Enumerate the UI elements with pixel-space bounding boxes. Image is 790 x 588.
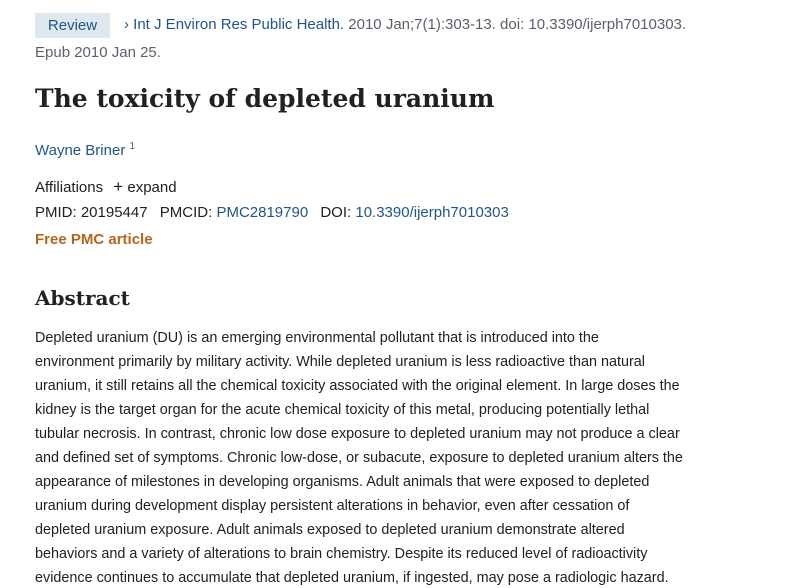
epub-date: Epub 2010 Jan 25. xyxy=(35,44,161,61)
plus-icon[interactable]: + xyxy=(113,177,124,196)
abstract-line: evidence continues to accumulate that de… xyxy=(35,570,669,586)
abstract-line: behaviors and a variety of alterations t… xyxy=(35,546,648,562)
identifiers: PMID: 20195447 PMCID: PMC2819790 DOI: 10… xyxy=(35,204,509,221)
doi-link[interactable]: 10.3390/ijerph7010303 xyxy=(355,204,509,221)
author: Wayne Briner 1 xyxy=(35,141,135,159)
journal-link[interactable]: Int J Environ Res Public Health. xyxy=(133,16,345,33)
author-link[interactable]: Wayne Briner xyxy=(35,142,126,159)
article-title: The toxicity of depleted uranium xyxy=(35,84,495,113)
abstract-line: environment primarily by military activi… xyxy=(35,354,645,370)
pmcid-label: PMCID: xyxy=(159,204,213,221)
pmcid-link[interactable]: PMC2819790 xyxy=(216,204,309,221)
citation: › Int J Environ Res Public Health. 2010 … xyxy=(124,16,686,33)
abstract-line: appearance of milestones in developing o… xyxy=(35,474,650,490)
abstract-line: tubular necrosis. In contrast, chronic l… xyxy=(35,426,680,442)
affiliations: Affiliations + expand xyxy=(35,177,177,197)
abstract-line: kidney is the target organ for the acute… xyxy=(35,402,650,418)
expand-toggle[interactable]: expand xyxy=(127,179,177,196)
abstract-line: uranium, it still retains all the chemic… xyxy=(35,378,680,394)
pmid-label: PMID: xyxy=(35,204,77,221)
citation-details: 2010 Jan;7(1):303-13. doi: 10.3390/ijerp… xyxy=(348,16,687,33)
affiliations-label: Affiliations xyxy=(35,179,104,196)
review-badge[interactable]: Review xyxy=(35,13,110,38)
doi-label: DOI: xyxy=(320,204,352,221)
chevron: › xyxy=(124,16,129,33)
pmid: 20195447 xyxy=(80,204,148,221)
affiliation-ref[interactable]: 1 xyxy=(129,141,136,152)
abstract-line: depleted uranium exposure. Adult animals… xyxy=(35,522,625,538)
abstract-line: Depleted uranium (DU) is an emerging env… xyxy=(35,330,599,346)
abstract-text: Depleted uranium (DU) is an emerging env… xyxy=(35,326,683,588)
abstract-line: and defined set of symptoms. Chronic low… xyxy=(35,450,683,466)
abstract-heading: Abstract xyxy=(35,286,130,310)
free-pmc-article[interactable]: Free PMC article xyxy=(35,231,153,248)
abstract-line: uranium during development display persi… xyxy=(35,498,630,514)
